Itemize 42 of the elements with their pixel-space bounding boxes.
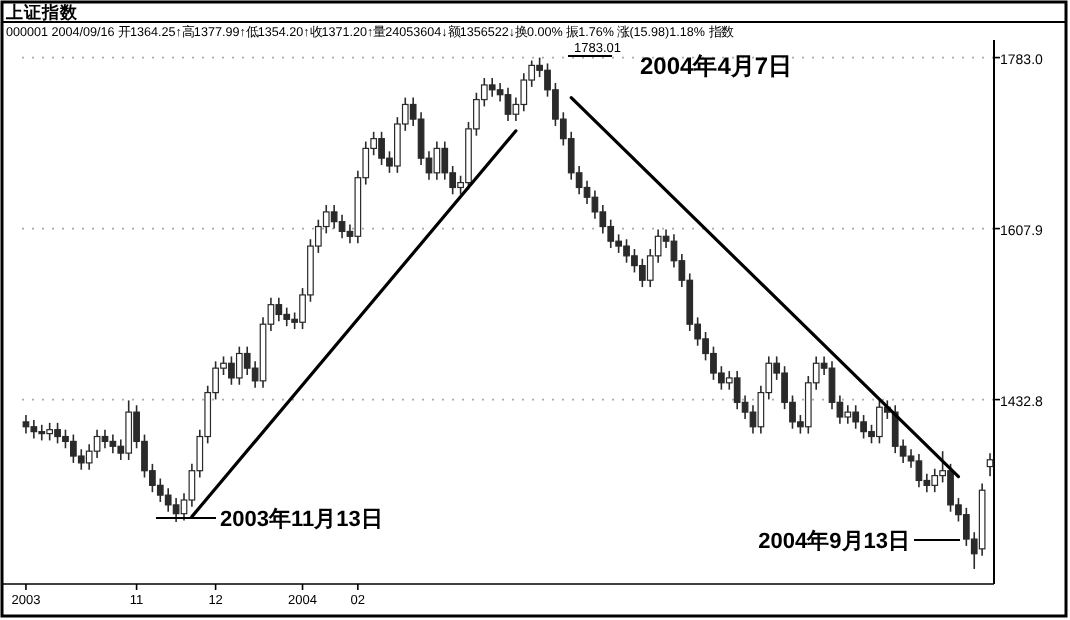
candlestick	[986, 452, 994, 478]
candlestick	[101, 428, 109, 450]
candlestick	[915, 453, 923, 489]
annotation: 2004年9月13日	[758, 528, 910, 554]
candlestick	[275, 297, 283, 323]
candlestick	[62, 428, 69, 450]
candlestick	[710, 345, 717, 381]
candlestick	[338, 214, 346, 240]
candlestick	[876, 399, 883, 445]
candlestick	[931, 467, 939, 493]
candlestick	[433, 140, 441, 181]
candlestick	[70, 433, 77, 464]
candlestick	[330, 204, 338, 230]
candlestick	[378, 131, 385, 166]
candlestick	[583, 179, 591, 205]
candlestick	[22, 414, 30, 435]
candlestick	[54, 422, 61, 445]
annotation: 2004年4月7日	[640, 52, 793, 80]
candlestick	[504, 87, 512, 122]
candlestick	[172, 497, 180, 523]
annotation: 2003年11月13日	[220, 506, 383, 532]
candlestick	[125, 399, 133, 461]
chart-title: 上证指数	[4, 2, 80, 22]
candlestick	[947, 463, 954, 513]
candlestick	[520, 72, 528, 113]
candlestick	[109, 433, 117, 454]
candlestick	[638, 257, 646, 288]
candlestick	[283, 306, 291, 327]
candlestick	[488, 77, 496, 98]
candlestick	[623, 238, 630, 264]
candlestick	[591, 189, 599, 220]
candlestick	[631, 248, 638, 274]
candlestick	[228, 355, 235, 386]
candlestick	[852, 404, 860, 430]
candlestick	[235, 345, 243, 386]
candlestick	[93, 428, 101, 459]
candlestick	[30, 419, 38, 440]
candlestick	[38, 424, 46, 442]
candlestick	[417, 111, 425, 166]
candlestick	[844, 404, 852, 425]
candlestick	[77, 448, 85, 471]
candlestick	[441, 140, 449, 181]
